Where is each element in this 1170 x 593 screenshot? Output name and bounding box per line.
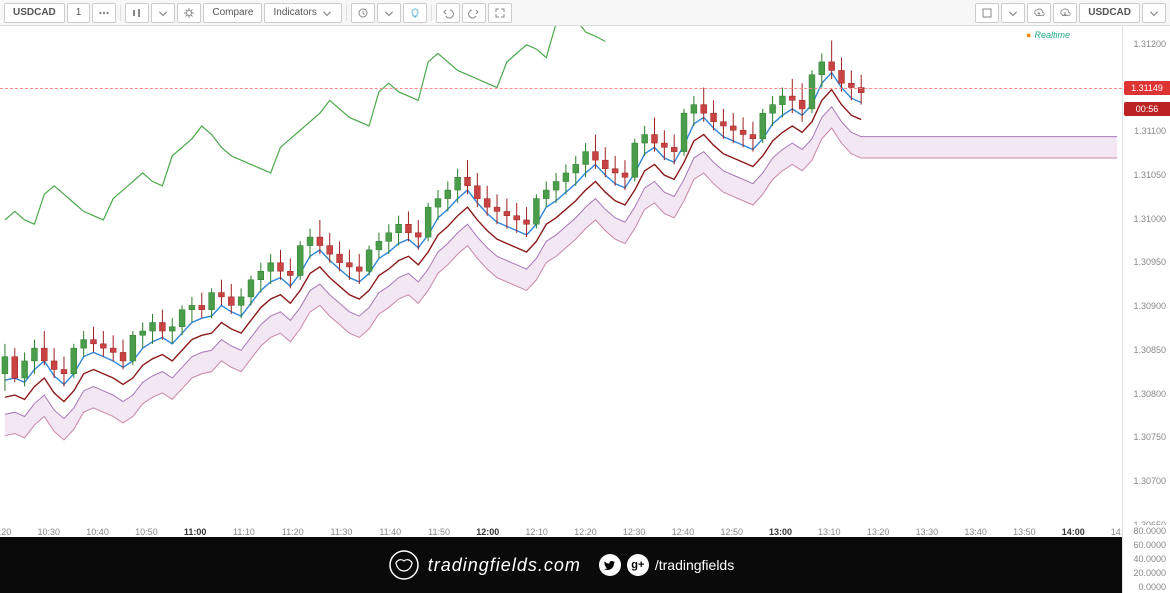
alert-icon[interactable] — [351, 3, 375, 23]
y-tick: 1.30900 — [1133, 301, 1166, 311]
sub-tick: 40.0000 — [1133, 554, 1166, 564]
y-tick: 1.31100 — [1134, 126, 1166, 136]
x-tick: 11:50 — [428, 527, 450, 537]
interval-menu-icon[interactable] — [92, 3, 116, 23]
chart-canvas[interactable]: Realtime — [0, 26, 1122, 525]
sub-tick: 60.0000 — [1133, 540, 1166, 550]
layout-icon[interactable] — [975, 3, 999, 23]
x-tick: 12:00 — [476, 527, 499, 537]
y-tick: 1.30950 — [1133, 257, 1166, 267]
indicators-button[interactable]: Indicators — [264, 3, 341, 23]
interval-button[interactable]: 1 — [67, 3, 91, 23]
x-tick: 11:30 — [331, 527, 353, 537]
chart-svg — [0, 26, 1122, 525]
cloud-load-icon[interactable] — [1027, 3, 1051, 23]
toolbar: USDCAD 1 Compare Indicators USDCAD — [0, 0, 1170, 26]
bull-icon — [388, 549, 420, 581]
x-tick: 10:20 — [0, 527, 11, 537]
alert-dropdown-icon[interactable] — [377, 3, 401, 23]
x-tick: 13:20 — [867, 527, 890, 537]
x-tick: 12:10 — [525, 527, 548, 537]
x-tick: 10:50 — [135, 527, 158, 537]
x-axis[interactable]: 10:20 10:30 10:40 10:50 11:00 11:10 11:20 11:30… — [0, 525, 1122, 537]
gplus-icon: g+ — [627, 554, 649, 576]
price-tag: 1.31149 — [1124, 81, 1170, 95]
x-tick: 14:00 — [1062, 527, 1085, 537]
x-tick: 11:20 — [282, 527, 304, 537]
undo-icon[interactable] — [436, 3, 460, 23]
footer-logo: tradingfields.com — [388, 549, 581, 581]
x-tick: 10:40 — [86, 527, 109, 537]
x-tick: 12:20 — [574, 527, 597, 537]
x-tick: 11:00 — [184, 527, 207, 537]
idea-icon[interactable] — [403, 3, 427, 23]
y-axis[interactable]: 1.312001.311501.311001.310501.310001.309… — [1122, 26, 1170, 525]
x-tick: 13:50 — [1013, 527, 1036, 537]
x-tick: 12:50 — [720, 527, 743, 537]
sub-tick: 20.0000 — [1133, 568, 1166, 578]
x-tick: 13:00 — [769, 527, 792, 537]
y-tick: 1.30750 — [1133, 432, 1166, 442]
symbol-right[interactable]: USDCAD — [1079, 3, 1140, 23]
y-tick: 1.30800 — [1133, 389, 1166, 399]
x-tick: 12:40 — [672, 527, 695, 537]
layout-dropdown-icon[interactable] — [1001, 3, 1025, 23]
redo-icon[interactable] — [462, 3, 486, 23]
chart-area: Realtime 1.312001.311501.311001.310501.3… — [0, 26, 1170, 593]
x-tick: 13:40 — [964, 527, 987, 537]
x-tick: 13:30 — [916, 527, 939, 537]
realtime-badge: Realtime — [1026, 30, 1070, 40]
y-tick: 1.31050 — [1133, 170, 1166, 180]
candle-style-icon[interactable] — [125, 3, 149, 23]
footer-social: g+ /tradingfields — [599, 554, 734, 576]
y-tick: 1.30850 — [1133, 345, 1166, 355]
y-tick: 1.30700 — [1133, 476, 1166, 486]
fullscreen-icon[interactable] — [488, 3, 512, 23]
countdown-tag: 00:56 — [1124, 102, 1170, 116]
y-tick: 1.31000 — [1133, 214, 1166, 224]
sub-tick: 80.0000 — [1133, 526, 1166, 536]
y-tick: 1.31200 — [1133, 39, 1166, 49]
compare-button[interactable]: Compare — [203, 3, 262, 23]
twitter-icon — [599, 554, 621, 576]
price-line — [0, 88, 1122, 89]
x-tick: 10:30 — [38, 527, 61, 537]
sub-y-axis: 80.0000 60.0000 40.0000 20.0000 0.0000 — [1122, 525, 1170, 593]
style-dropdown-icon[interactable] — [151, 3, 175, 23]
footer-handle: /tradingfields — [655, 557, 734, 573]
symbol-selector[interactable]: USDCAD — [4, 3, 65, 23]
footer-brand: tradingfields.com — [428, 555, 581, 576]
settings-icon[interactable] — [177, 3, 201, 23]
x-tick: 13:10 — [818, 527, 841, 537]
x-tick: 12:30 — [623, 527, 646, 537]
x-tick: 11:40 — [379, 527, 401, 537]
cloud-save-icon[interactable] — [1053, 3, 1077, 23]
sub-tick: 0.0000 — [1138, 582, 1166, 592]
x-tick: 11:10 — [233, 527, 255, 537]
symbol-right-dropdown-icon[interactable] — [1142, 3, 1166, 23]
footer-watermark: tradingfields.com g+ /tradingfields — [0, 537, 1122, 593]
